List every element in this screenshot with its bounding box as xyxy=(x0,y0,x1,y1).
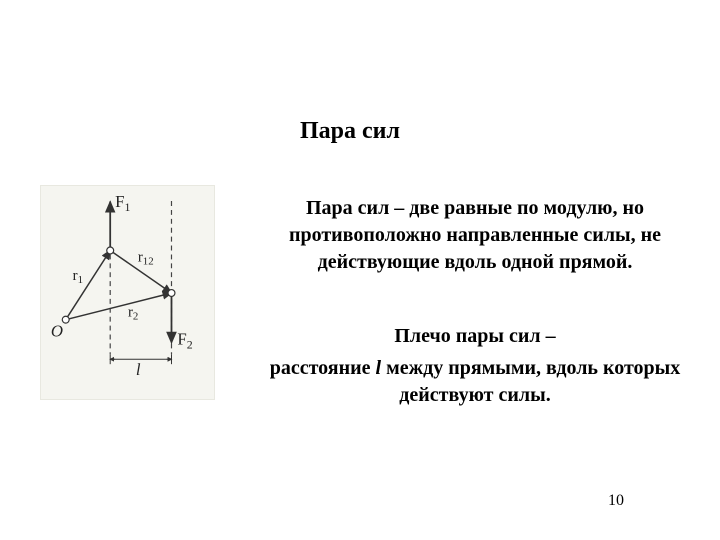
definition-text: Пара сил – две равные по модулю, но прот… xyxy=(265,195,685,276)
label-r2: r2 xyxy=(128,305,138,323)
label-r1: r1 xyxy=(73,268,83,286)
label-l: l xyxy=(136,360,141,379)
arm-title: Плечо пары сил – xyxy=(265,325,685,348)
page-number: 10 xyxy=(608,492,624,510)
label-r12: r12 xyxy=(138,249,154,267)
arm-prefix: расстояние xyxy=(270,357,376,379)
label-O: O xyxy=(51,321,63,340)
arm-text: расстояние l между прямыми, вдоль которы… xyxy=(265,355,685,409)
arm-suffix: между прямыми, вдоль которых действуют с… xyxy=(381,357,680,406)
slide-title: Пара сил xyxy=(300,118,400,145)
diagram-svg: O F1 F2 r1 r2 r12 l xyxy=(41,186,214,399)
slide-container: Пара сил xyxy=(0,0,720,540)
label-F1: F1 xyxy=(115,192,130,214)
force-couple-diagram: O F1 F2 r1 r2 r12 l xyxy=(40,185,215,400)
label-F2: F2 xyxy=(177,329,192,351)
